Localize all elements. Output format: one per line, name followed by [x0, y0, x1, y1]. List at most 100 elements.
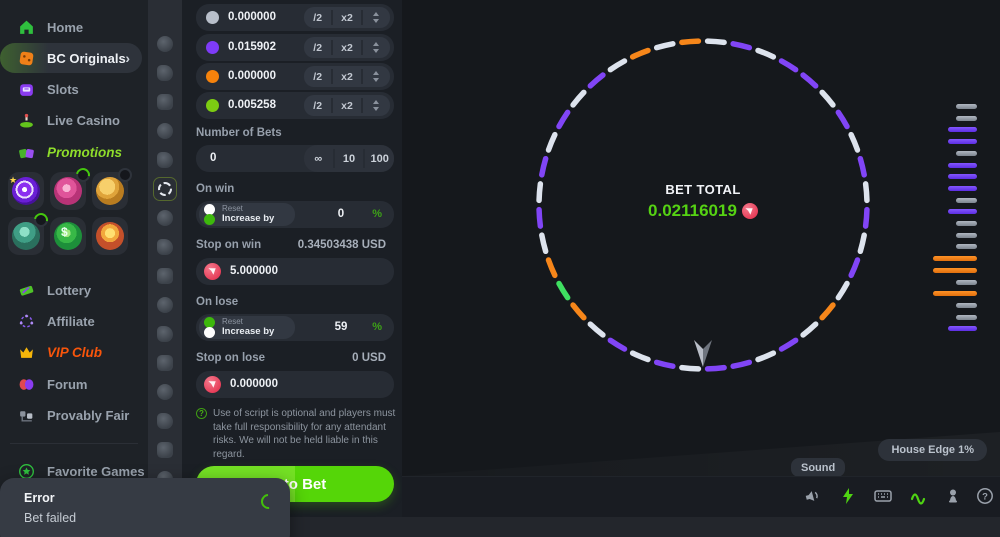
- sound-speaker-icon[interactable]: [803, 486, 823, 506]
- promo-tile[interactable]: ★: [8, 172, 44, 210]
- step-up-icon[interactable]: [373, 100, 380, 104]
- stop-on-win-input[interactable]: 5.000000: [230, 265, 278, 277]
- hotkeys-keyboard-icon[interactable]: [873, 486, 893, 506]
- bet-amount-stepper[interactable]: [363, 7, 390, 28]
- step-down-icon[interactable]: [373, 49, 380, 53]
- sidebar-item-home[interactable]: Home: [0, 12, 148, 42]
- bet-total-value: 0.02116019: [648, 201, 737, 220]
- promo-tile[interactable]: [92, 217, 128, 255]
- strategy-pawn-icon[interactable]: [943, 486, 963, 506]
- notification-badge: [118, 168, 132, 182]
- half-bet-button[interactable]: /2: [313, 11, 323, 24]
- help-question-icon[interactable]: ?: [975, 486, 995, 506]
- on-win-mode-toggle[interactable]: Reset Increase by: [199, 203, 295, 226]
- half-bet-button[interactable]: /2: [313, 99, 323, 112]
- step-up-icon[interactable]: [373, 42, 380, 46]
- rail-game-icon[interactable]: [157, 413, 173, 429]
- half-bet-button[interactable]: /2: [313, 41, 323, 54]
- on-win-percent-input[interactable]: 0: [337, 208, 345, 220]
- stop-on-lose-input[interactable]: 0.000000: [230, 378, 278, 390]
- half-bet-button[interactable]: /2: [313, 70, 323, 83]
- bet-amount-stepper[interactable]: [363, 95, 390, 116]
- on-win-label: On win: [196, 183, 235, 195]
- rail-game-icon[interactable]: [157, 65, 173, 81]
- preset-10-button[interactable]: 10: [342, 152, 356, 165]
- toast-message: Bet failed: [24, 511, 77, 525]
- step-down-icon[interactable]: [373, 107, 380, 111]
- rail-active-wheel-game-icon[interactable]: [153, 177, 177, 201]
- sidebar-item-provably-fair[interactable]: Provably Fair: [0, 400, 148, 430]
- promo-prize-wheel-icon: [54, 177, 82, 205]
- wheel-segment-purple: [539, 155, 549, 178]
- home-icon: [18, 19, 35, 36]
- sidebar-item-bc-originals[interactable]: BC Originals ›: [0, 43, 142, 73]
- rail-game-icon[interactable]: [157, 239, 173, 255]
- step-up-icon[interactable]: [373, 12, 380, 16]
- rail-game-icon[interactable]: [157, 384, 173, 400]
- bet-color-dot: [206, 11, 219, 24]
- rail-game-icon[interactable]: [157, 36, 173, 52]
- step-down-icon[interactable]: [373, 78, 380, 82]
- history-bar-purple: [948, 162, 977, 168]
- double-bet-button[interactable]: x2: [341, 11, 353, 24]
- rail-game-icon[interactable]: [157, 297, 173, 313]
- double-bet-button[interactable]: x2: [341, 41, 353, 54]
- infinite-bets-button[interactable]: ∞: [314, 152, 323, 165]
- on-lose-mode-toggle[interactable]: Reset Increase by: [199, 316, 295, 339]
- number-of-bets-input[interactable]: 0: [210, 152, 217, 164]
- promo-tile[interactable]: [92, 168, 132, 210]
- sidebar-item-affiliate[interactable]: Affiliate: [0, 306, 148, 336]
- dice-icon: [18, 50, 35, 67]
- sidebar-item-vip-club[interactable]: VIP Club: [0, 337, 148, 367]
- preset-100-button[interactable]: 100: [370, 152, 389, 165]
- step-up-icon[interactable]: [373, 71, 380, 75]
- affiliate-network-icon: [18, 313, 35, 330]
- wheel-pointer-icon: [694, 340, 703, 367]
- rail-game-icon[interactable]: [157, 442, 173, 458]
- wheel-segment-purple: [704, 364, 727, 372]
- sidebar-item-promotions[interactable]: Promotions: [0, 137, 148, 167]
- history-bar-gray: [956, 115, 977, 121]
- rail-game-icon[interactable]: [157, 355, 173, 371]
- bet-amount-stepper[interactable]: [363, 37, 390, 58]
- wheel-segment-orange: [570, 302, 587, 321]
- sidebar-item-slots[interactable]: Slots: [0, 74, 148, 104]
- wheel-segment-purple: [607, 337, 628, 352]
- stop-on-win-row: 5.000000: [196, 258, 394, 285]
- double-bet-button[interactable]: x2: [341, 99, 353, 112]
- rail-game-icon[interactable]: [157, 152, 173, 168]
- promo-tile[interactable]: [8, 210, 51, 255]
- rail-game-icon[interactable]: [157, 123, 173, 139]
- rail-game-icon[interactable]: [157, 210, 173, 226]
- question-circle-icon: ?: [196, 408, 207, 419]
- sidebar-item-label: Forum: [47, 376, 88, 392]
- stop-on-lose-label: Stop on lose: [196, 352, 265, 364]
- wheel-segment-white: [835, 280, 850, 301]
- bet-amount-value[interactable]: 0.005258: [228, 99, 276, 111]
- rail-game-icon[interactable]: [157, 94, 173, 110]
- bet-amount-value[interactable]: 0.000000: [228, 11, 276, 23]
- wheel-segment-white: [755, 350, 777, 363]
- bet-amount-value[interactable]: 0.000000: [228, 70, 276, 82]
- turbo-lightning-icon[interactable]: [838, 486, 858, 506]
- chevron-right-icon: ›: [125, 50, 130, 66]
- mode-labels: Reset Increase by: [222, 204, 274, 223]
- rail-game-icon[interactable]: [157, 326, 173, 342]
- sidebar-item-lottery[interactable]: Lottery: [0, 275, 148, 305]
- promo-tile[interactable]: $: [50, 217, 86, 255]
- sidebar-item-forum[interactable]: Forum: [0, 369, 148, 399]
- bet-amount-stepper[interactable]: [363, 66, 390, 87]
- bet-amount-value[interactable]: 0.015902: [228, 41, 276, 53]
- double-bet-button[interactable]: x2: [341, 70, 353, 83]
- on-lose-percent-input[interactable]: 59: [334, 321, 348, 333]
- trends-wave-icon[interactable]: [908, 486, 928, 506]
- sidebar-item-live-casino[interactable]: Live Casino: [0, 105, 148, 135]
- promo-tile[interactable]: [50, 165, 93, 210]
- step-down-icon[interactable]: [373, 19, 380, 23]
- history-bar-gray: [956, 314, 977, 320]
- rail-game-icon[interactable]: [157, 268, 173, 284]
- wheel-segment-purple: [730, 359, 753, 369]
- bet-color-dot: [206, 41, 219, 54]
- sidebar-item-favorite-games[interactable]: Favorite Games: [0, 456, 148, 486]
- error-toast[interactable]: Error Bet failed: [0, 478, 290, 537]
